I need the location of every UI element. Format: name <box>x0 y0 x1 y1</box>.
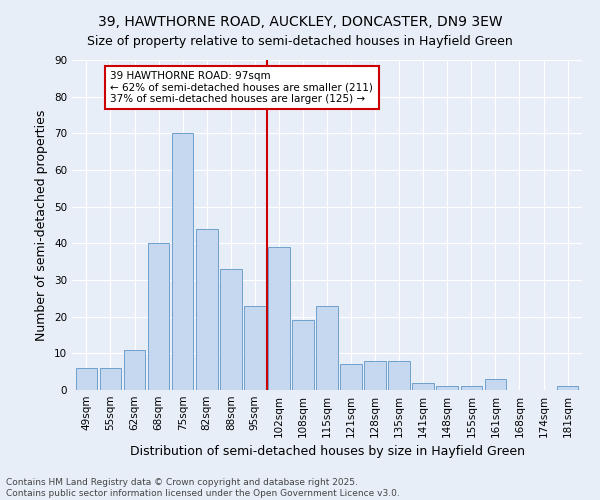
Text: 39, HAWTHORNE ROAD, AUCKLEY, DONCASTER, DN9 3EW: 39, HAWTHORNE ROAD, AUCKLEY, DONCASTER, … <box>98 15 502 29</box>
Bar <box>220 269 242 390</box>
Bar <box>436 386 458 390</box>
Bar <box>172 134 193 390</box>
Bar <box>316 306 338 390</box>
Bar <box>76 368 97 390</box>
Text: 39 HAWTHORNE ROAD: 97sqm
← 62% of semi-detached houses are smaller (211)
37% of : 39 HAWTHORNE ROAD: 97sqm ← 62% of semi-d… <box>110 71 373 104</box>
Text: Size of property relative to semi-detached houses in Hayfield Green: Size of property relative to semi-detach… <box>87 35 513 48</box>
Bar <box>268 247 290 390</box>
Bar <box>148 244 169 390</box>
Bar <box>557 386 578 390</box>
Bar <box>196 228 218 390</box>
Bar <box>388 360 410 390</box>
Y-axis label: Number of semi-detached properties: Number of semi-detached properties <box>35 110 49 340</box>
Bar <box>100 368 121 390</box>
Bar <box>340 364 362 390</box>
X-axis label: Distribution of semi-detached houses by size in Hayfield Green: Distribution of semi-detached houses by … <box>130 446 524 458</box>
Bar <box>412 382 434 390</box>
Bar <box>485 379 506 390</box>
Text: Contains HM Land Registry data © Crown copyright and database right 2025.
Contai: Contains HM Land Registry data © Crown c… <box>6 478 400 498</box>
Bar <box>461 386 482 390</box>
Bar <box>244 306 266 390</box>
Bar <box>292 320 314 390</box>
Bar <box>364 360 386 390</box>
Bar <box>124 350 145 390</box>
